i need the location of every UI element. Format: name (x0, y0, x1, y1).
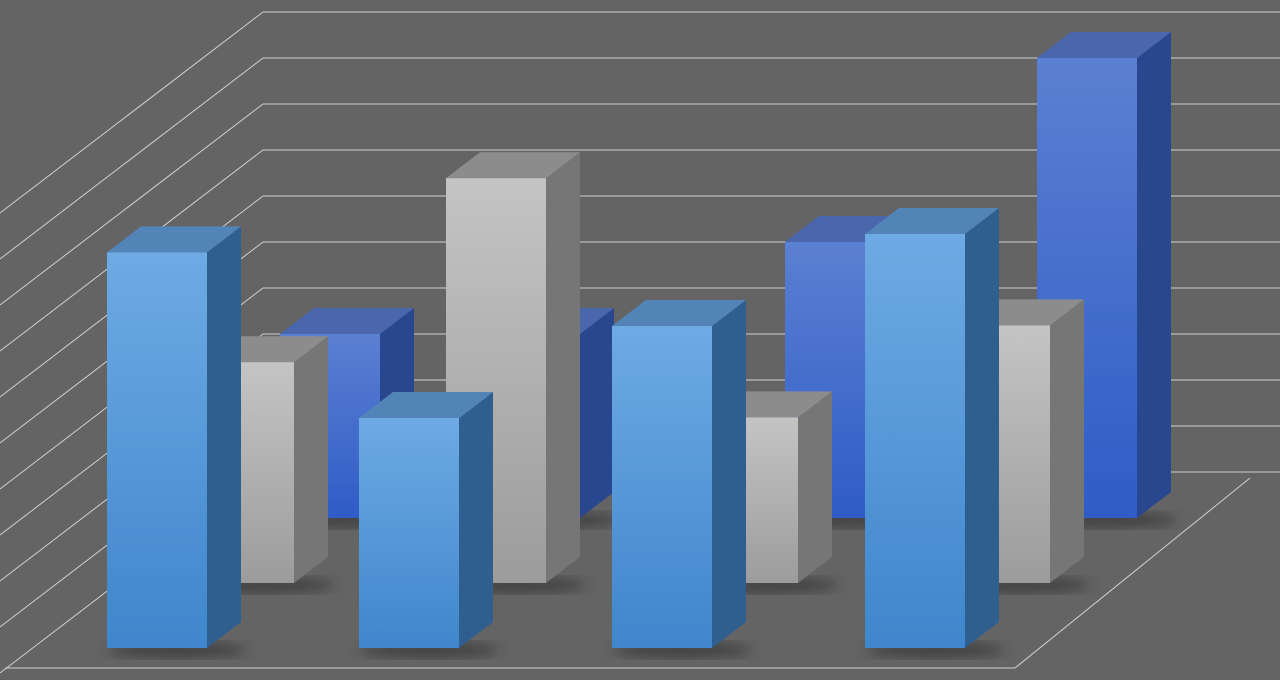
bar-back-4 (1037, 32, 1177, 528)
bar-side (1050, 299, 1084, 583)
bar-top (612, 300, 746, 326)
bar-top (280, 308, 414, 334)
bar-side (294, 336, 328, 583)
bar-front-2 (359, 392, 499, 658)
bar-front (107, 252, 207, 648)
bar-side (965, 208, 999, 648)
gridline-side (0, 103, 264, 306)
bars (107, 32, 1177, 658)
bar-front (359, 418, 459, 648)
bar-side (546, 152, 580, 583)
bar-side (712, 300, 746, 648)
bar-top (1037, 32, 1171, 58)
bar-top (446, 152, 580, 179)
bar-top (107, 226, 241, 253)
bar-front-1 (107, 226, 247, 658)
bar-side (1137, 32, 1171, 518)
bar-front-4 (865, 208, 1005, 658)
bar-side (459, 392, 493, 648)
bar-top (359, 392, 493, 418)
bar-front-3 (612, 300, 752, 658)
bar-front (612, 326, 712, 648)
bar-side (580, 308, 614, 518)
floor-outline (5, 477, 1251, 669)
bar-front (865, 234, 965, 648)
bar-top (865, 208, 999, 234)
gridline-side (0, 11, 264, 214)
bar-side (798, 391, 832, 583)
bar-side (207, 226, 241, 648)
gridline-side (0, 57, 264, 260)
